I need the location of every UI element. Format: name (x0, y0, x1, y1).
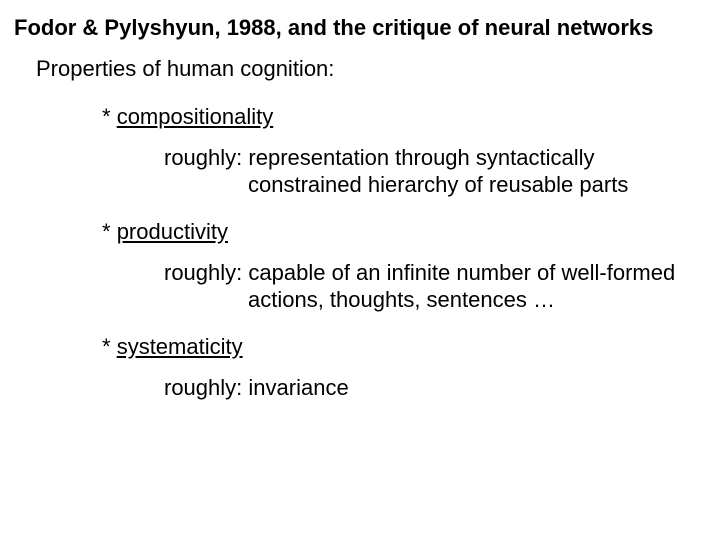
term-label: productivity (117, 219, 228, 244)
term-description: roughly: invariance (164, 374, 706, 402)
bullet-icon: * (102, 104, 111, 130)
term-description: roughly: capable of an infinite number o… (164, 259, 706, 314)
bullet-icon: * (102, 219, 111, 245)
slide-title: Fodor & Pylyshyun, 1988, and the critiqu… (14, 14, 706, 42)
bullet-icon: * (102, 334, 111, 360)
desc-body: representation through syntactically con… (248, 145, 628, 198)
slide: Fodor & Pylyshyun, 1988, and the critiqu… (0, 0, 720, 540)
desc-body: invariance (248, 375, 348, 400)
list-item: * systematicity (102, 334, 706, 360)
term-description: roughly: representation through syntacti… (164, 144, 706, 199)
term-label: systematicity (117, 334, 243, 359)
list-item: * compositionality (102, 104, 706, 130)
desc-body: capable of an infinite number of well-fo… (248, 260, 675, 313)
desc-prefix: roughly: (164, 145, 242, 170)
desc-prefix: roughly: (164, 260, 242, 285)
term-label: compositionality (117, 104, 274, 129)
desc-prefix: roughly: (164, 375, 242, 400)
list-item: * productivity (102, 219, 706, 245)
slide-subtitle: Properties of human cognition: (36, 56, 706, 82)
